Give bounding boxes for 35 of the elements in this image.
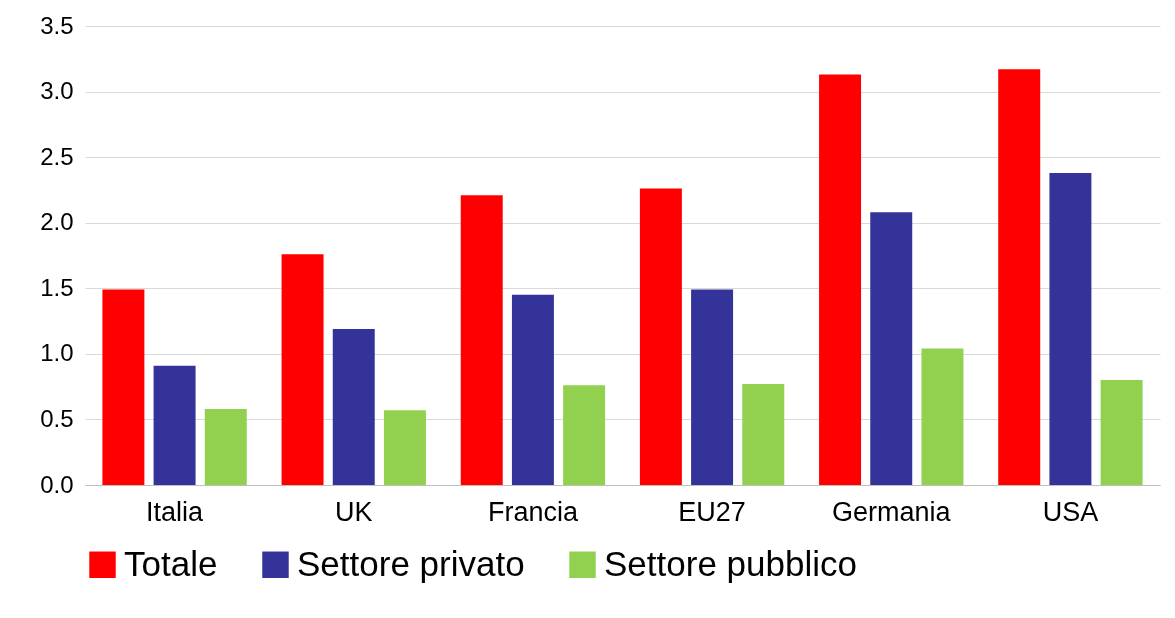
bar — [102, 289, 145, 485]
x-tick-label: EU27 — [678, 496, 746, 527]
bar — [332, 328, 375, 485]
bar — [281, 254, 324, 485]
bar — [460, 195, 503, 485]
x-tick-label: UK — [334, 496, 373, 527]
y-tick-label: 2.0 — [40, 208, 74, 236]
bar — [921, 348, 964, 485]
y-tick-label: 1.5 — [40, 273, 74, 301]
y-tick-label: 0.0 — [40, 470, 74, 498]
bar — [204, 408, 247, 485]
x-tick-label: Germania — [831, 496, 952, 527]
legend-label: Settore privato — [297, 543, 525, 583]
y-tick-label: 3.0 — [40, 77, 74, 105]
bar — [1049, 172, 1092, 485]
y-tick-label: 3.5 — [40, 11, 74, 39]
bar — [1100, 380, 1143, 485]
y-tick-label: 1.0 — [40, 339, 74, 367]
bar — [511, 294, 554, 485]
legend-label: Totale — [124, 543, 218, 583]
bar — [383, 410, 426, 485]
bar — [819, 74, 862, 485]
y-tick-label: 0.5 — [40, 404, 74, 432]
x-tick-label: Italia — [146, 496, 205, 527]
y-tick-label: 2.5 — [40, 142, 74, 170]
legend-label: Settore pubblico — [604, 543, 857, 583]
bar — [742, 384, 785, 485]
x-tick-label: USA — [1042, 496, 1099, 527]
bar — [691, 289, 734, 485]
x-tick-label: Francia — [487, 496, 579, 527]
bar — [998, 69, 1041, 485]
bar — [563, 385, 606, 485]
bar — [870, 212, 913, 485]
bar — [153, 365, 196, 485]
bar — [639, 188, 682, 485]
